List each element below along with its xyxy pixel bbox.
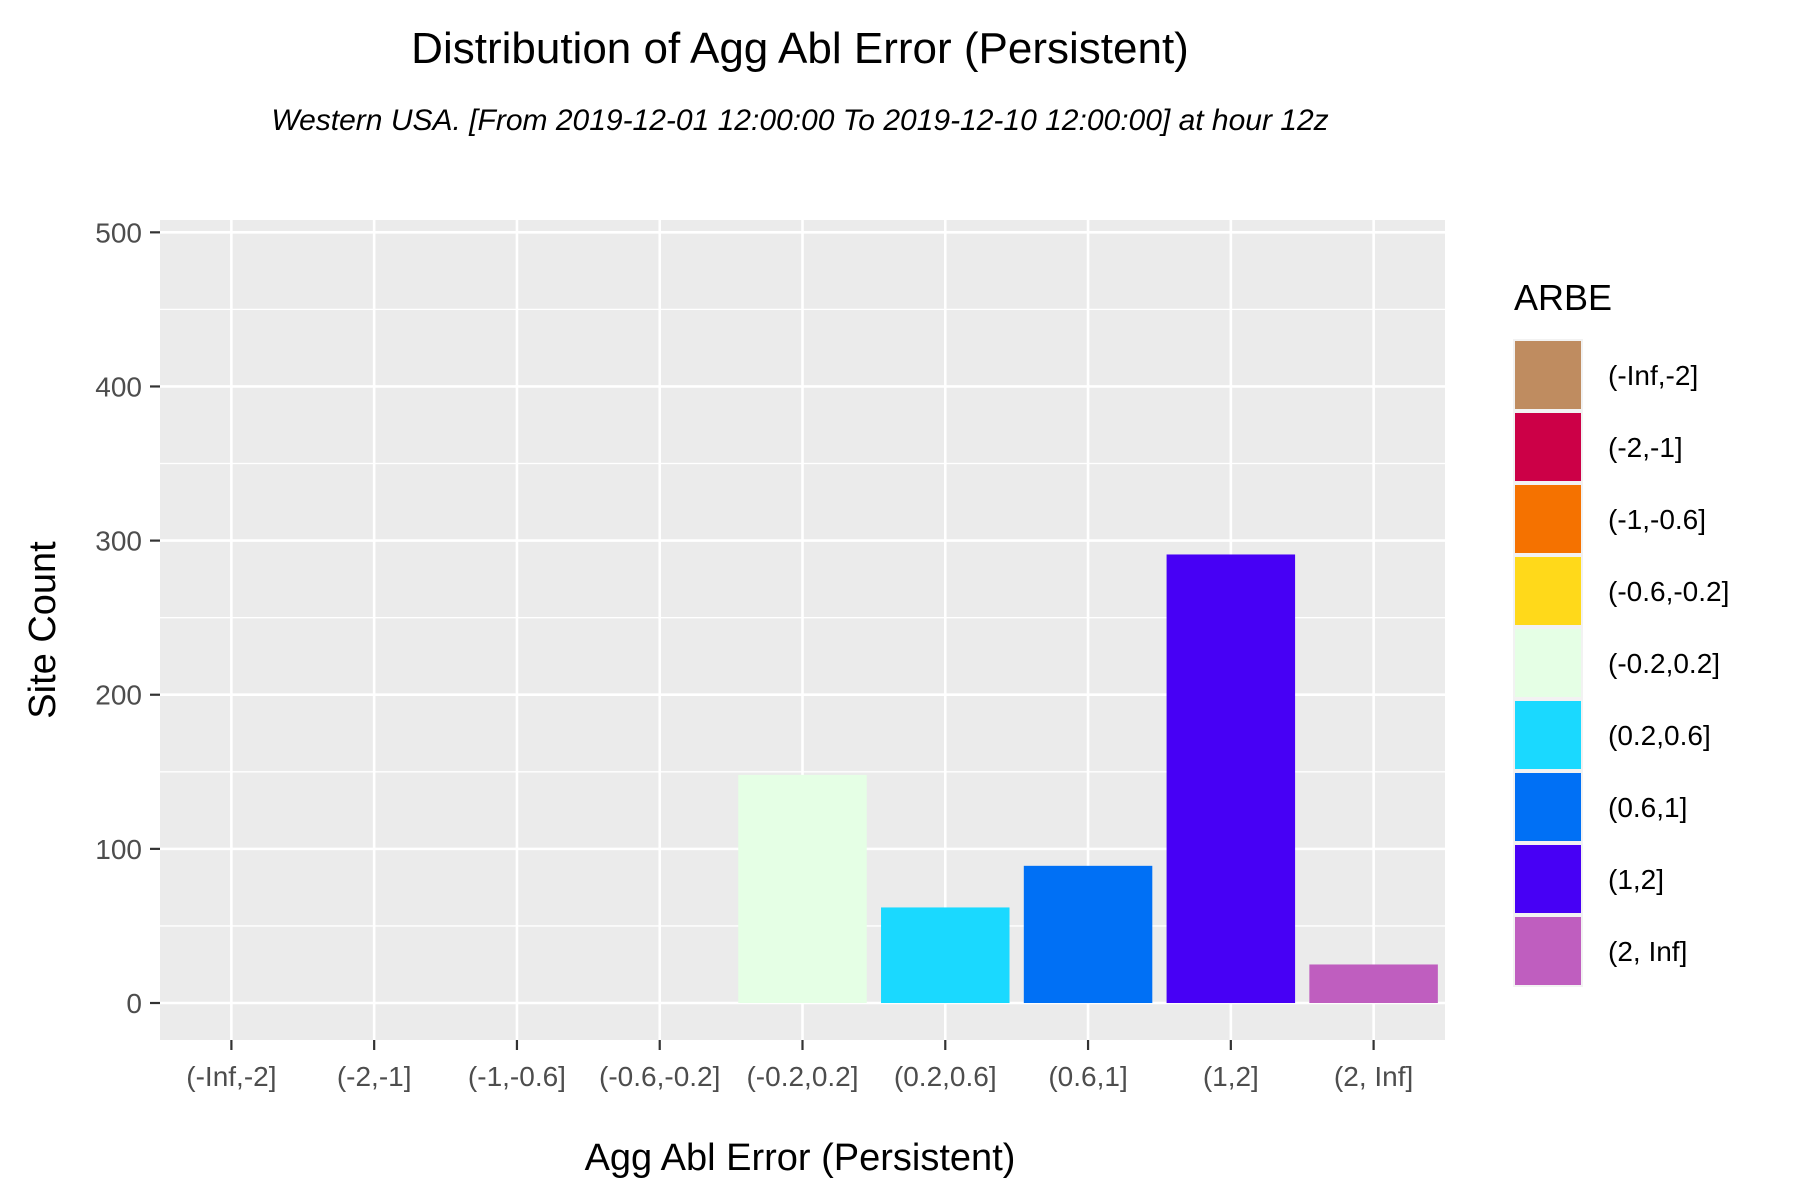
chart-subtitle: Western USA. [From 2019-12-01 12:00:00 T… [271, 104, 1328, 137]
legend-key [1513, 483, 1583, 555]
bars [738, 554, 1438, 1004]
legend-label: (-2,-1] [1608, 432, 1683, 463]
legend-key [1513, 555, 1583, 627]
legend-title: ARBE [1514, 277, 1612, 318]
x-tick-label: (0.2,0.6] [894, 1061, 997, 1092]
legend-label: (0.6,1] [1608, 792, 1687, 823]
legend-key [1513, 843, 1583, 915]
legend-key [1513, 627, 1583, 699]
legend-label: (-1,-0.6] [1608, 504, 1706, 535]
y-axis: 0 100 200 300 400 500 [95, 217, 160, 1019]
legend-key [1513, 915, 1583, 987]
legend-key [1513, 771, 1583, 843]
legend: ARBE (-Inf,-2] (-2,-1] (-1,-0.6] (-0.6,-0.2… [1513, 277, 1729, 987]
legend-label: (-0.6,-0.2] [1608, 576, 1729, 607]
legend-items: (-Inf,-2] (-2,-1] (-1,-0.6] (-0.6,-0.2] (-0.… [1513, 339, 1729, 987]
y-axis-title: Site Count [22, 541, 64, 719]
legend-key [1513, 699, 1583, 771]
legend-label: (0.2,0.6] [1608, 720, 1711, 751]
legend-label: (-Inf,-2] [1608, 360, 1698, 391]
legend-key [1513, 339, 1583, 411]
x-tick-label: (2, Inf] [1334, 1061, 1413, 1092]
y-tick-label: 400 [95, 371, 142, 402]
x-tick-label: (0.6,1] [1048, 1061, 1127, 1092]
y-tick-label: 500 [95, 217, 142, 248]
bar [1166, 554, 1296, 1004]
legend-label: (1,2] [1608, 864, 1664, 895]
y-tick-label: 100 [95, 834, 142, 865]
legend-label: (-0.2,0.2] [1608, 648, 1720, 679]
x-tick-label: (-0.6,-0.2] [599, 1061, 720, 1092]
y-tick-label: 300 [95, 526, 142, 557]
x-axis: (-Inf,-2] (-2,-1] (-1,-0.6] (-0.6,-0.2] (-0.… [186, 1040, 1413, 1092]
x-tick-label: (-1,-0.6] [468, 1061, 566, 1092]
bar [738, 774, 867, 1004]
x-tick-label: (-2,-1] [337, 1061, 412, 1092]
legend-key [1513, 411, 1583, 483]
chart-title: Distribution of Agg Abl Error (Persisten… [411, 24, 1189, 73]
x-tick-label: (-0.2,0.2] [746, 1061, 858, 1092]
bar [1023, 865, 1153, 1004]
x-tick-label: (-Inf,-2] [186, 1061, 276, 1092]
y-tick-label: 0 [126, 988, 142, 1019]
x-axis-title: Agg Abl Error (Persistent) [585, 1137, 1016, 1179]
y-tick-label: 200 [95, 680, 142, 711]
bar [1309, 964, 1438, 1004]
legend-label: (2, Inf] [1608, 936, 1687, 967]
x-tick-label: (1,2] [1203, 1061, 1259, 1092]
bar [881, 907, 1010, 1004]
